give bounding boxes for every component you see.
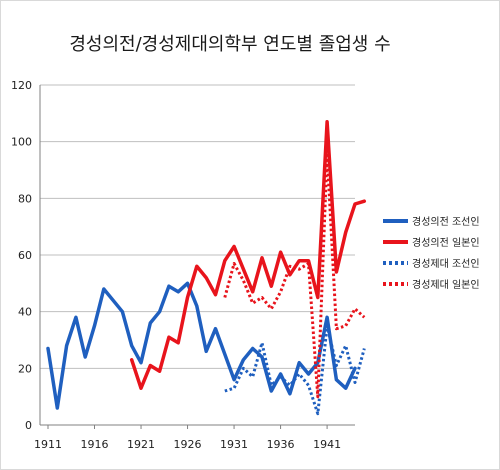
legend-swatch bbox=[383, 218, 408, 223]
series-line-2 bbox=[129, 120, 367, 390]
y-tick-label: 100 bbox=[11, 136, 32, 149]
x-tick-label: 1936 bbox=[267, 438, 295, 451]
y-tick-label: 0 bbox=[25, 419, 32, 432]
x-tick-label: 1926 bbox=[174, 438, 202, 451]
x-tick-label: 1931 bbox=[220, 438, 248, 451]
x-tick-label: 1941 bbox=[313, 438, 341, 451]
x-tick-label: 1911 bbox=[34, 438, 62, 451]
y-tick-label: 120 bbox=[11, 79, 32, 92]
y-tick-label: 20 bbox=[18, 362, 32, 375]
legend-label: 경성의전 조선인 bbox=[412, 217, 480, 228]
series-line-3 bbox=[224, 324, 366, 416]
legend-swatch bbox=[383, 260, 408, 265]
legend-swatch bbox=[383, 281, 408, 286]
legend-item: 경성제대 일본인 bbox=[383, 273, 499, 294]
legend-label: 경성제대 일본인 bbox=[412, 280, 480, 291]
series-line-4 bbox=[223, 151, 366, 399]
legend-item: 경성의전 일본인 bbox=[383, 231, 499, 252]
legend-swatch bbox=[383, 239, 408, 244]
series-lines bbox=[46, 120, 367, 416]
y-tick-label: 40 bbox=[18, 306, 32, 319]
y-tick-label: 60 bbox=[18, 249, 32, 262]
axes bbox=[39, 85, 355, 429]
legend-label: 경성의전 일본인 bbox=[412, 238, 480, 249]
y-tick-labels: 0 20 40 60 80 100 120 bbox=[11, 79, 32, 432]
legend-item: 경성제대 조선인 bbox=[383, 252, 499, 273]
series-line-1 bbox=[46, 281, 357, 410]
grid-lines bbox=[40, 84, 355, 369]
legend-item: 경성의전 조선인 bbox=[383, 210, 499, 231]
chart-title: 경성의전/경성제대의학부 연도별 졸업생 수 bbox=[69, 34, 391, 55]
legend-label: 경성제대 조선인 bbox=[412, 259, 480, 270]
y-tick-label: 80 bbox=[18, 192, 32, 205]
x-tick-label: 1921 bbox=[127, 438, 155, 451]
x-tick-label: 1916 bbox=[81, 438, 109, 451]
x-tick-labels: 1911 1916 1921 1926 1931 1936 1941 bbox=[34, 438, 341, 451]
